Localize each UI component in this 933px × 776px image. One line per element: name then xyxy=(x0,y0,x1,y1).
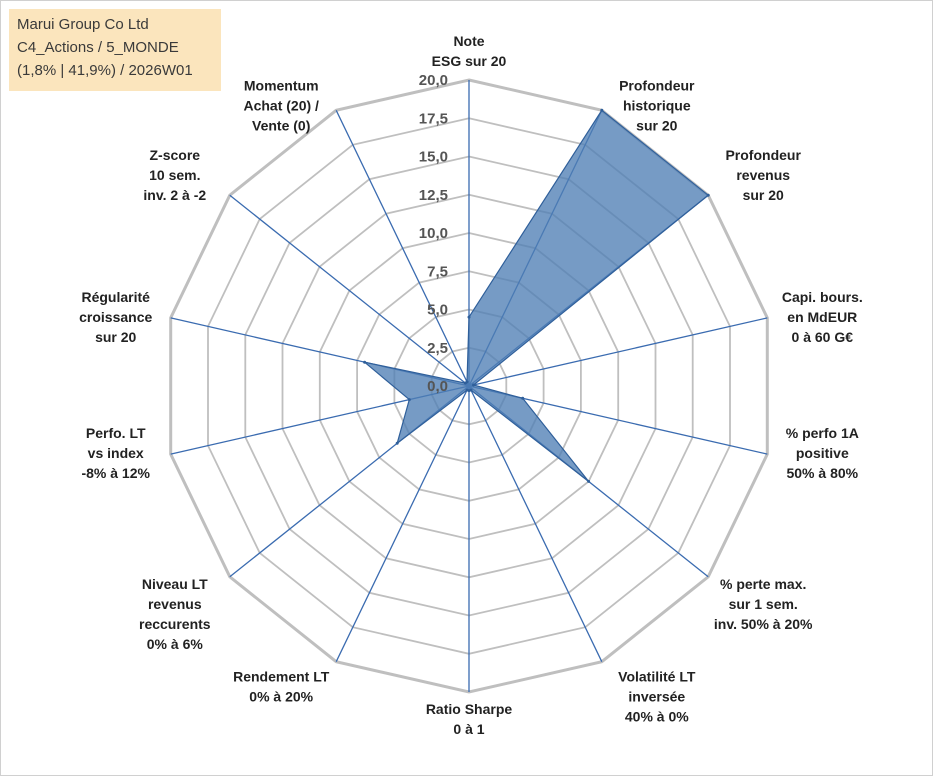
axis-label: 50% à 80% xyxy=(786,465,858,481)
axis-label: 0 à 60 G€ xyxy=(792,329,854,345)
axis-label: sur 20 xyxy=(636,117,677,133)
data-point xyxy=(465,380,469,384)
data-point xyxy=(521,396,525,400)
axis-label: sur 20 xyxy=(743,187,784,203)
axis-label: sur 20 xyxy=(95,329,136,345)
axis-label: 0 à 1 xyxy=(453,721,484,737)
axis-spoke xyxy=(335,385,470,662)
axis-label: 40% à 0% xyxy=(625,709,689,725)
axis-label: reccurents xyxy=(139,616,211,632)
data-point xyxy=(467,315,471,319)
axis-label: % perfo 1A xyxy=(786,425,859,441)
tick-label: 2,5 xyxy=(427,340,448,357)
data-point xyxy=(587,479,591,483)
data-point xyxy=(465,388,469,392)
axis-label: Note xyxy=(453,33,484,49)
axis-label: Ratio Sharpe xyxy=(426,701,513,717)
axis-spoke xyxy=(229,194,470,387)
axis-label: -8% à 12% xyxy=(81,465,150,481)
data-point xyxy=(363,360,367,364)
tick-label: 7,5 xyxy=(427,263,448,280)
data-series xyxy=(363,108,710,483)
axis-label: 0% à 20% xyxy=(249,689,313,705)
axis-spoke xyxy=(468,317,768,387)
axis-label: croissance xyxy=(79,309,152,325)
axis-label: Perfo. LT xyxy=(86,425,146,441)
axis-label: sur 1 sem. xyxy=(729,596,798,612)
company-name: Marui Group Co Ltd xyxy=(17,16,149,33)
axis-label: en MdEUR xyxy=(787,309,857,325)
data-point xyxy=(600,108,604,112)
tick-label: 15,0 xyxy=(419,149,448,166)
axis-label: Vente (0) xyxy=(252,117,310,133)
tick-label: 0,0 xyxy=(427,378,448,395)
data-point xyxy=(395,441,399,445)
axis-label: Niveau LT xyxy=(142,576,208,592)
series-area xyxy=(364,109,710,482)
axis-label: Régularité xyxy=(81,289,150,305)
axis-label: 0% à 6% xyxy=(147,636,204,652)
axis-label: vs index xyxy=(88,445,144,461)
axis-label: Momentum xyxy=(244,77,319,93)
axis-label: Profondeur xyxy=(725,147,801,163)
axis-label: % perte max. xyxy=(720,576,806,592)
axis-label: 10 sem. xyxy=(149,167,200,183)
category-label: C4_Actions / 5_MONDE xyxy=(17,39,179,56)
axis-label: Capi. bours. xyxy=(782,289,863,305)
axis-label: historique xyxy=(623,97,691,113)
axis-label: inv. 50% à 20% xyxy=(714,616,813,632)
axis-label: Profondeur xyxy=(619,77,695,93)
axis-spoke xyxy=(335,110,470,387)
axis-label: Z-score xyxy=(150,147,201,163)
axis-label: ESG sur 20 xyxy=(432,53,507,69)
data-point xyxy=(472,383,475,387)
stats-label: (1,8% | 41,9%) / 2026W01 xyxy=(17,62,193,79)
axis-labels: Note ESG sur 20 Profondeur historique sur 20… xyxy=(79,33,863,737)
tick-labels: 0,0 2,5 5,0 7,5 10,0 12,5 15,0 17,5 20,0 xyxy=(419,72,448,395)
axis-label: revenus xyxy=(148,596,202,612)
tick-label: 12,5 xyxy=(419,187,448,204)
axis-spoke xyxy=(468,385,603,662)
tick-label: 5,0 xyxy=(427,302,448,319)
axis-label: inversée xyxy=(628,689,685,705)
axis-label: Rendement LT xyxy=(233,669,330,685)
axis-label: inv. 2 à -2 xyxy=(143,187,206,203)
tick-label: 10,0 xyxy=(419,225,448,242)
data-point xyxy=(706,193,710,197)
data-point xyxy=(407,398,411,402)
axis-label: positive xyxy=(796,445,849,461)
axis-label: revenus xyxy=(736,167,790,183)
axis-label: Achat (20) / xyxy=(243,97,319,113)
tick-label: 17,5 xyxy=(419,110,448,127)
tick-label: 20,0 xyxy=(419,72,448,89)
info-box: Marui Group Co Ltd C4_Actions / 5_MONDE … xyxy=(9,9,221,91)
axis-label: Volatilité LT xyxy=(618,669,696,685)
